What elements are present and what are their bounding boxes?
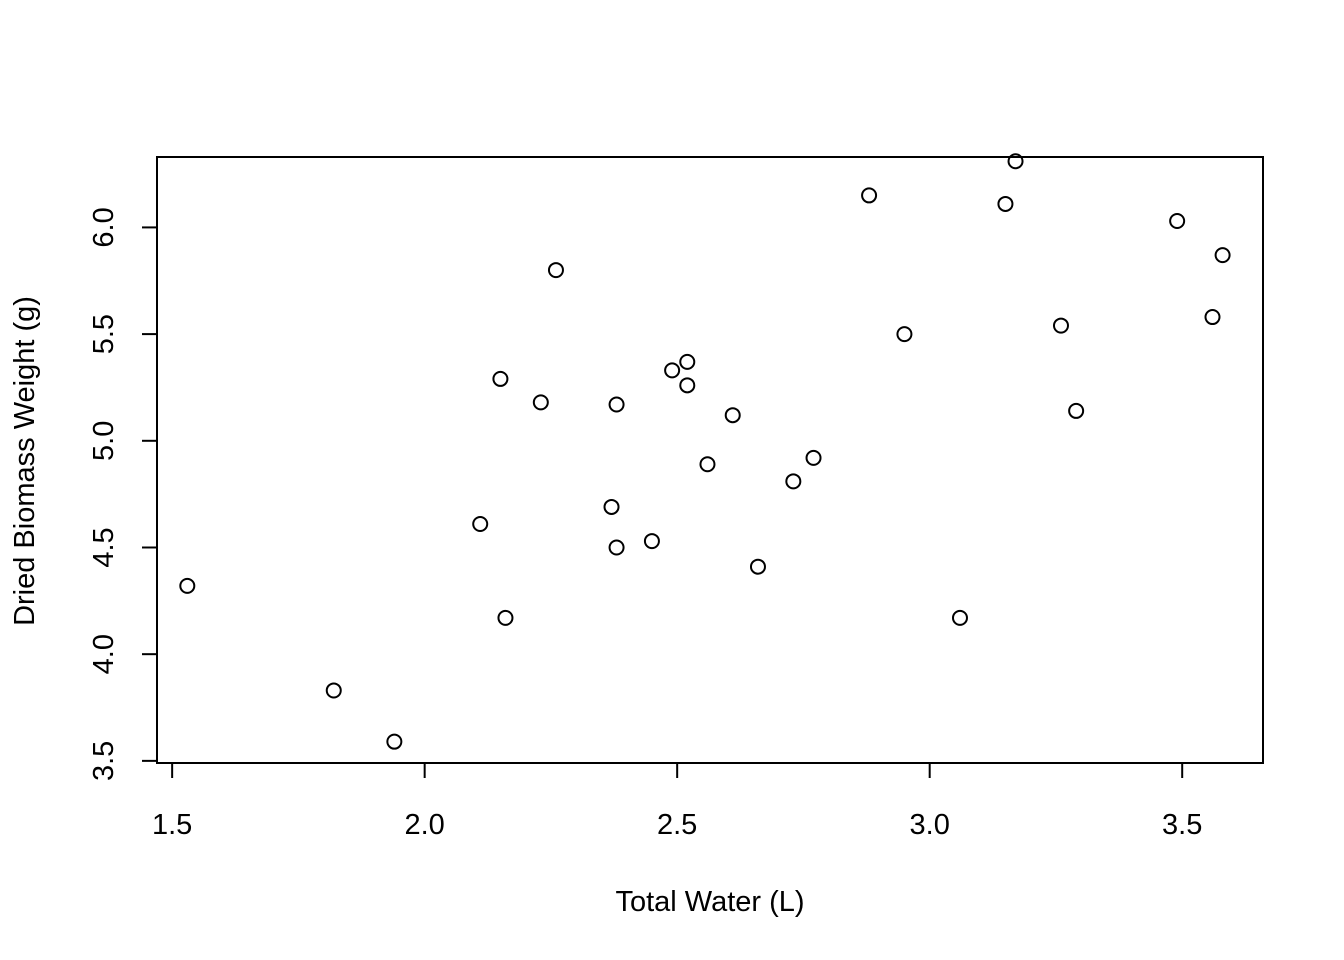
y-tick-label: 5.0 xyxy=(88,421,120,461)
data-point xyxy=(951,609,968,626)
data-point xyxy=(608,539,625,556)
x-tick-label: 3.0 xyxy=(910,809,950,841)
y-tick-label: 4.5 xyxy=(88,527,120,567)
data-point xyxy=(1068,402,1085,419)
x-axis-title: Total Water (L) xyxy=(615,886,804,918)
data-point xyxy=(1052,317,1069,334)
data-point xyxy=(532,394,549,411)
y-tick-label: 6.0 xyxy=(88,207,120,247)
y-tick-label: 5.5 xyxy=(88,314,120,354)
data-point xyxy=(492,370,509,387)
data-point xyxy=(1169,213,1186,230)
y-axis: 3.5 4.0 4.5 5.0 5.5 6.0 xyxy=(88,207,158,781)
data-point xyxy=(805,449,822,466)
data-point xyxy=(1214,247,1231,264)
data-point xyxy=(679,353,696,370)
x-tick-label: 2.0 xyxy=(404,809,444,841)
data-point xyxy=(386,733,403,750)
data-point xyxy=(603,498,620,515)
x-tick-label: 1.5 xyxy=(152,809,192,841)
y-tick-label: 3.5 xyxy=(88,741,120,781)
data-point xyxy=(724,407,741,424)
x-axis: 1.5 2.0 2.5 3.0 3.5 xyxy=(152,762,1202,841)
x-tick-label: 3.5 xyxy=(1162,809,1202,841)
data-point xyxy=(664,362,681,379)
data-point xyxy=(497,609,514,626)
data-point xyxy=(547,262,564,279)
data-point xyxy=(896,326,913,343)
data-point xyxy=(1007,153,1024,170)
data-point xyxy=(608,396,625,413)
data-point xyxy=(325,682,342,699)
data-point xyxy=(679,377,696,394)
data-point xyxy=(749,558,766,575)
data-points xyxy=(179,153,1231,750)
data-point xyxy=(861,187,878,204)
data-point xyxy=(179,577,196,594)
y-tick-label: 4.0 xyxy=(88,634,120,674)
data-point xyxy=(1204,309,1221,326)
data-point xyxy=(785,473,802,490)
data-point xyxy=(472,516,489,533)
data-point xyxy=(997,195,1014,212)
x-tick-label: 2.5 xyxy=(657,809,697,841)
data-point xyxy=(699,456,716,473)
y-axis-title: Dried Biomass Weight (g) xyxy=(9,296,41,626)
data-point xyxy=(643,533,660,550)
